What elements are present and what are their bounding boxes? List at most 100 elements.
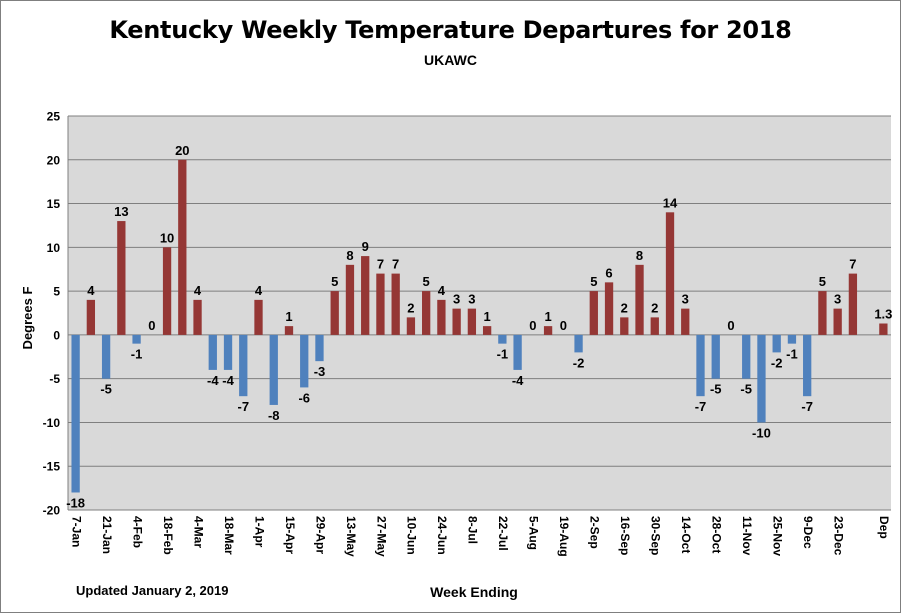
data-label: 3 [453,292,460,307]
y-tick-label: -10 [43,416,61,430]
x-tick-label: 30-Sep [649,516,663,555]
data-label: 6 [605,265,612,280]
bar [513,334,522,370]
data-label: 3 [682,292,689,307]
data-label: 5 [331,274,338,289]
bar [757,334,766,423]
bar [361,256,370,335]
x-tick-label: 24-Jun [435,516,449,555]
data-label: 4 [438,283,446,298]
bar [833,308,842,335]
bar [787,334,797,344]
data-label: -7 [695,399,707,414]
bar [330,291,339,335]
x-tick-label: 16-Sep [618,516,632,555]
x-tick-label: 21-Jan [100,516,114,554]
bar [742,334,751,379]
data-label: 4 [194,283,202,298]
bar [818,291,827,335]
bar [467,308,477,335]
data-label: 1 [544,309,551,324]
bar [589,291,598,335]
bar [391,273,400,335]
x-tick-label: 8-Jul [466,516,480,544]
x-tick-label: 28-Oct [710,516,724,553]
bar [452,308,461,335]
data-label: -2 [771,355,783,370]
data-label: 7 [392,257,399,272]
bar [696,334,705,397]
bar [772,334,781,353]
bars [71,159,888,493]
data-label: 0 [148,318,155,333]
data-label: -5 [710,382,722,397]
data-label: 13 [114,204,128,219]
x-tick-label: 14-Oct [679,516,693,553]
bar [665,212,675,335]
data-label: 9 [362,239,369,254]
x-axis-title: Week Ending [430,584,518,600]
data-label: 0 [727,318,734,333]
y-tick-label: -20 [43,504,61,518]
data-label: 4 [255,283,263,298]
x-tick-label: 1-Apr [252,516,266,548]
chart-title: Kentucky Weekly Temperature Departures f… [109,16,792,44]
bar [132,334,141,344]
bar [376,273,385,335]
bar [178,159,187,335]
bar [71,334,80,493]
x-tick-label: 22-Jul [496,516,510,551]
data-label: -10 [752,425,771,440]
data-label: -1 [497,347,509,362]
bar [543,326,553,335]
x-tick-label: 18-Feb [161,516,175,555]
x-axis-ticks: 7-Jan 21-Jan 4-Feb 18-Feb 4-Mar 18-Mar 1-Apr 15… [69,516,891,557]
data-label: -4 [512,373,524,388]
bar [482,326,492,335]
x-tick-label: 13-May [344,516,358,557]
data-label: 0 [560,318,567,333]
data-label: 1 [484,309,491,324]
data-label: -8 [268,408,280,423]
x-tick-label: 19-Aug [557,516,571,557]
data-label: 2 [651,300,658,315]
y-tick-label: -5 [49,372,60,386]
data-label: -18 [66,495,85,510]
x-tick-label: 2-Sep [588,516,602,549]
bar [650,317,659,335]
bar [284,326,294,335]
data-label: -7 [237,399,249,414]
bar [300,334,309,388]
bar [117,221,126,335]
data-label: 4 [87,283,95,298]
data-label: 14 [663,195,678,210]
bar [604,282,614,335]
bar [574,334,583,353]
data-label: -7 [801,399,813,414]
data-label: 7 [377,257,384,272]
data-label: -5 [100,382,112,397]
x-tick-label: 25-Nov [771,516,785,556]
bar [223,334,233,370]
data-label: 3 [834,292,841,307]
y-tick-label: 0 [53,328,60,342]
bar [620,317,629,335]
data-label: 2 [407,300,414,315]
bar [635,264,644,335]
updated-note: Updated January 2, 2019 [76,583,229,598]
bar [803,334,812,397]
x-tick-label: 9-Dec [801,516,815,549]
data-label: 1.3 [874,307,892,322]
y-axis-title: Degrees F [20,287,35,350]
bar [254,299,263,335]
data-label: 5 [423,274,430,289]
x-tick-label: 15-Apr [283,516,297,554]
bar [422,291,431,335]
x-tick-label: 4-Mar [191,516,205,548]
bar [848,273,858,335]
data-label: 3 [468,292,475,307]
x-tick-label: 11-Nov [740,516,754,556]
bar [406,317,416,335]
